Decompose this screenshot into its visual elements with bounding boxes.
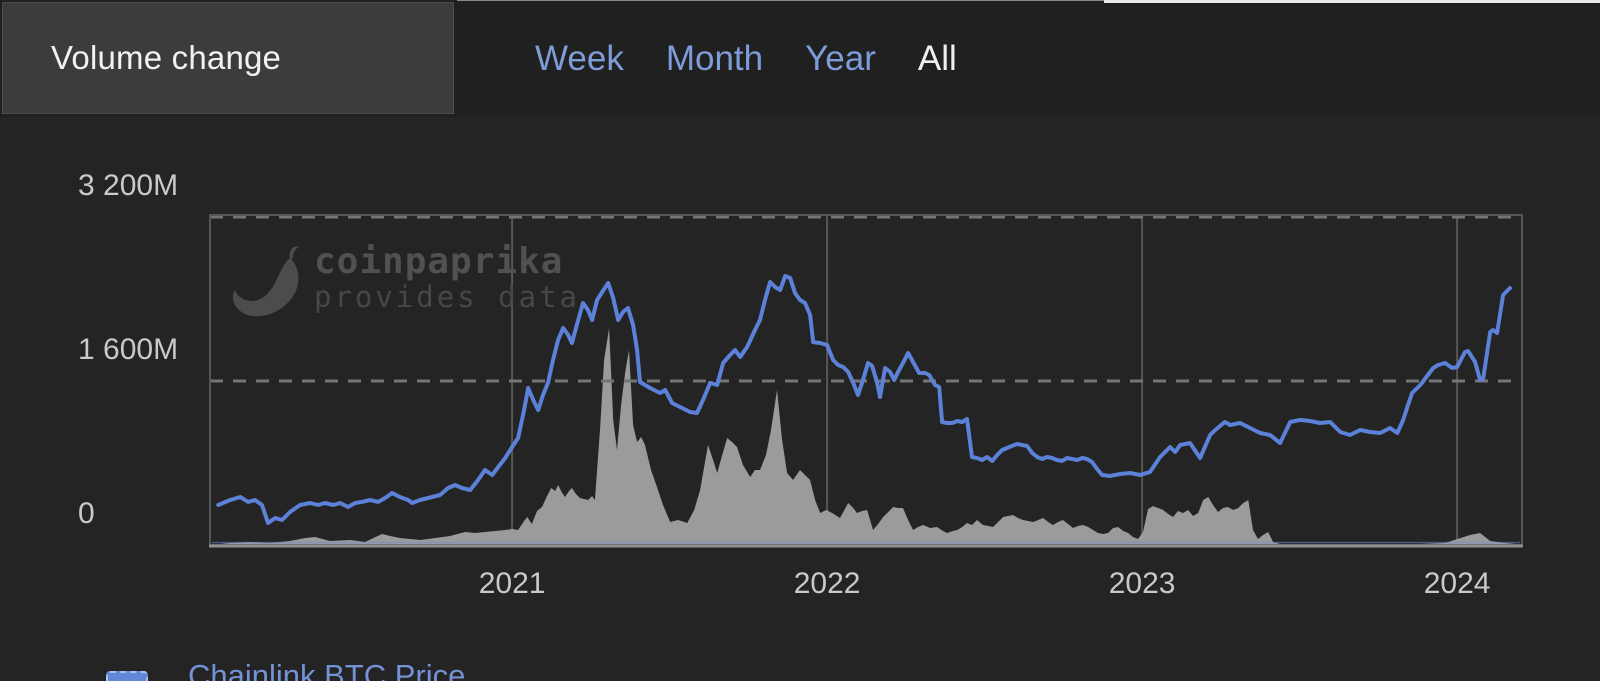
page-title: Volume change	[51, 39, 282, 76]
y-axis-tick-label: 0	[78, 497, 95, 530]
x-axis-tick-label: 2022	[793, 567, 861, 600]
legend-item-chainlink-btc-price[interactable]: Chainlink BTC Price	[106, 658, 465, 681]
tab-all[interactable]: All	[917, 38, 957, 78]
x-axis-tick-label: 2023	[1108, 567, 1176, 600]
tab-month[interactable]: Month	[665, 38, 764, 78]
price-line-series	[216, 274, 1512, 525]
y-axis-tick-label: 3 200M	[78, 169, 179, 202]
period-tabs: Week Month Year All	[457, 0, 957, 117]
x-axis-tick-label: 2021	[478, 567, 546, 600]
top-edge-line	[457, 0, 1104, 1]
legend-label: Chainlink BTC Price	[188, 658, 466, 681]
x-axis-tick-label: 2024	[1423, 567, 1491, 600]
legend-swatch[interactable]	[106, 671, 148, 681]
tab-year[interactable]: Year	[805, 38, 876, 78]
tab-week[interactable]: Week	[535, 38, 624, 78]
y-axis-tick-label: 1 600M	[78, 333, 179, 366]
top-edge-highlight	[1104, 0, 1600, 3]
tab-volume-change[interactable]: Volume change	[2, 2, 454, 114]
volume-area-series	[212, 328, 1516, 545]
chart-header: Volume change Week Month Year All	[0, 0, 1600, 117]
